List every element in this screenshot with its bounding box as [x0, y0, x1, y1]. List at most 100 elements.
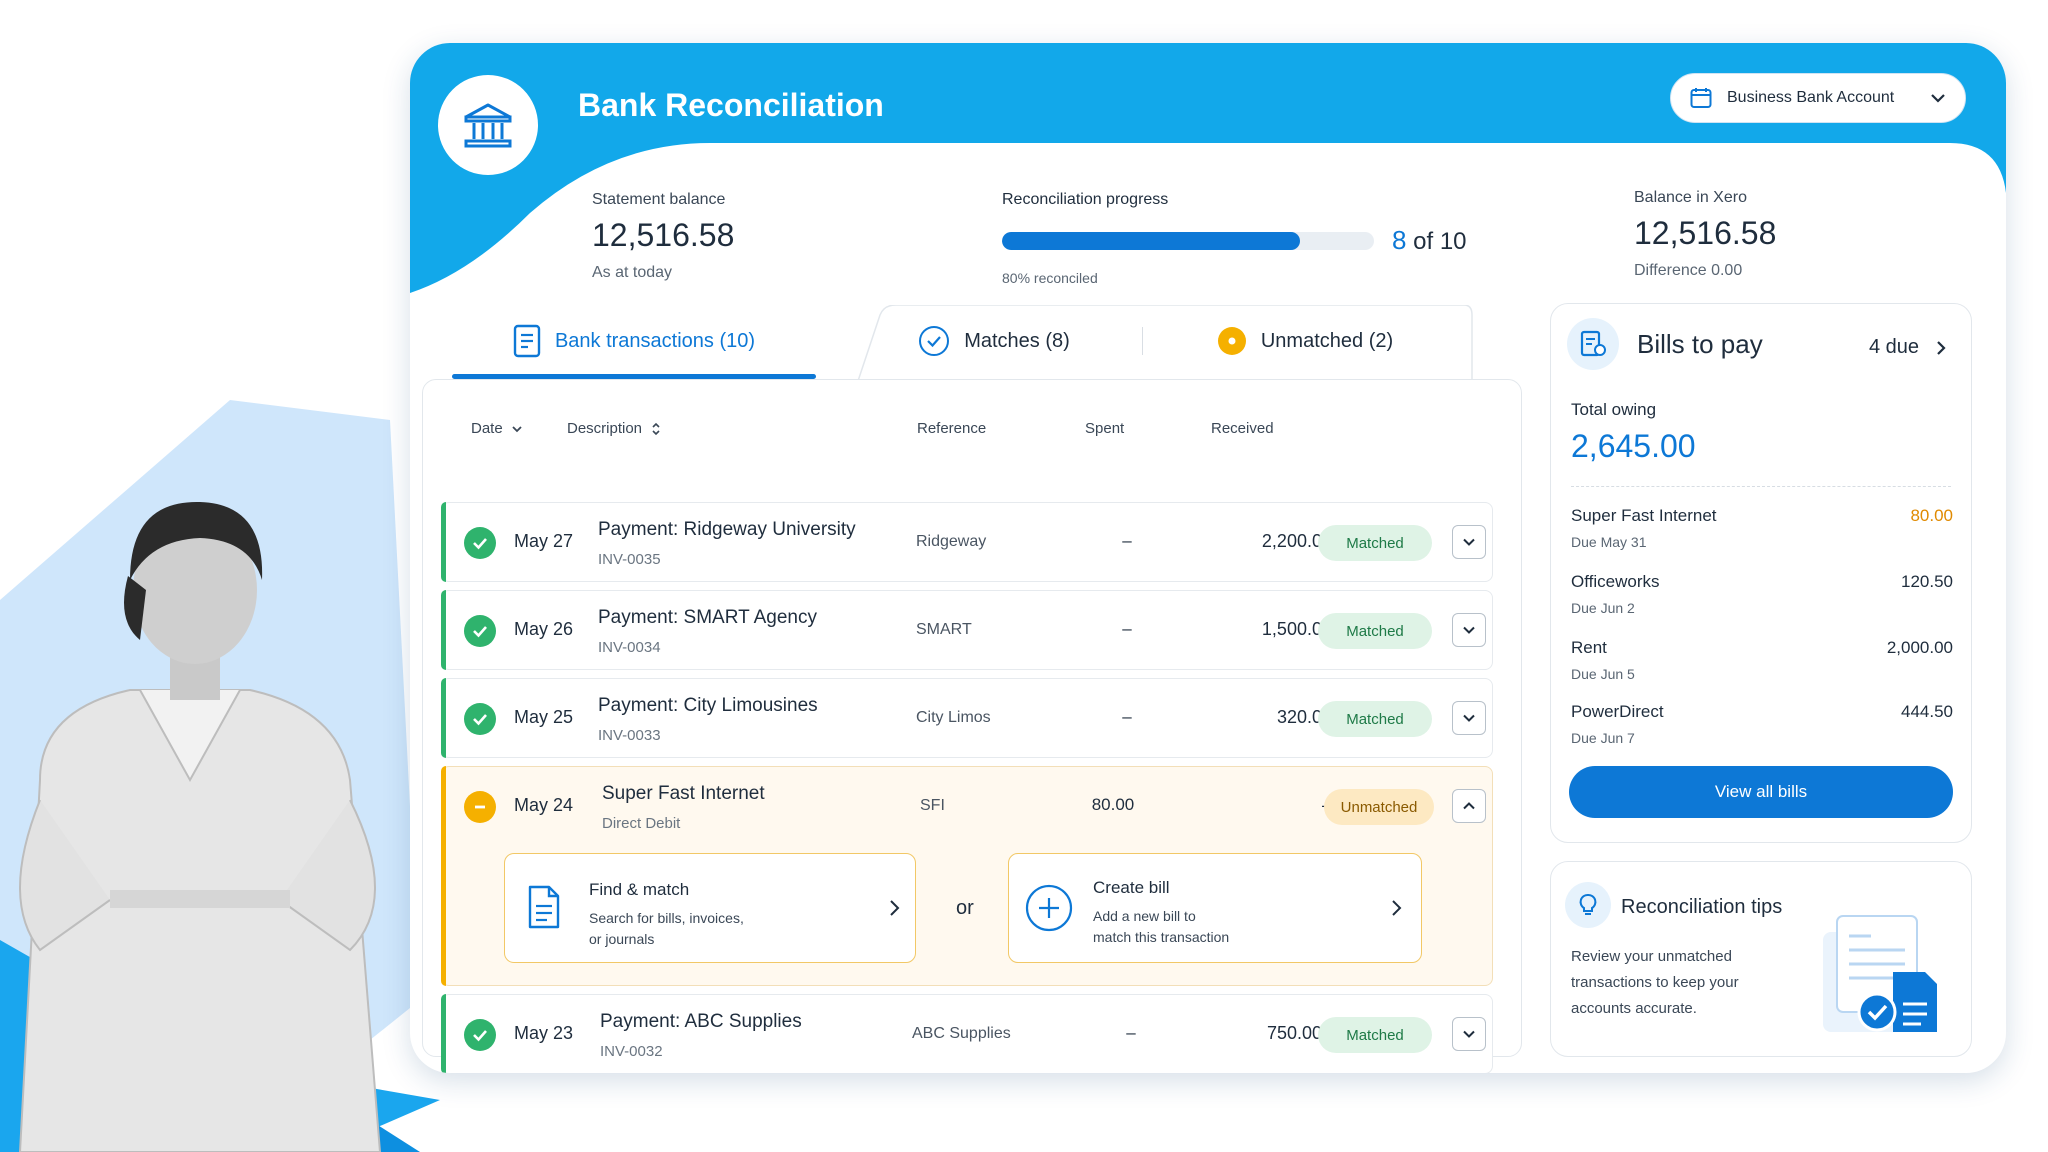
minus-icon — [464, 791, 496, 823]
tips-line: accounts accurate. — [1571, 1000, 1697, 1017]
check-circle-icon — [919, 326, 950, 356]
bill-amount: 80.00 — [1910, 506, 1953, 525]
row-reference: City Limos — [916, 709, 991, 726]
row-received: 750.00 — [1266, 1023, 1322, 1043]
bills-due-link[interactable]: 4 due — [1869, 336, 1947, 359]
statement-balance-value: 12,516.58 — [592, 217, 735, 253]
column-date-label: Date — [471, 420, 503, 437]
tips-line: Review your unmatched — [1571, 948, 1732, 965]
reconciliation-card: Bank Reconciliation Business Bank Accoun… — [410, 43, 2006, 1073]
bill-item[interactable]: Super Fast Internet Due May 31 80.00 — [1571, 506, 1953, 562]
expand-row-button[interactable] — [1452, 525, 1486, 559]
progress-bar — [1002, 231, 1374, 250]
woman-illustration — [18, 501, 382, 1152]
row-status-stripe — [441, 994, 446, 1073]
statement-balance: Statement balance 12,516.58 As at today — [592, 191, 734, 282]
row-description: Payment: Ridgeway University — [598, 519, 856, 540]
bill-item[interactable]: Rent Due Jun 5 2,000.00 — [1571, 638, 1953, 694]
status-badge: Unmatched — [1324, 789, 1434, 825]
row-spent: 80.00 — [1091, 795, 1135, 814]
create-bill-button[interactable]: Create bill Add a new bill to match this… — [1008, 853, 1422, 963]
bill-amount: 2,000.00 — [1886, 638, 1953, 657]
row-spent: – — [1122, 531, 1132, 550]
tab-unmatched[interactable]: Unmatched (2) — [1140, 305, 1470, 377]
bill-due-date: Due May 31 — [1571, 534, 1647, 550]
lightbulb-icon-wrap — [1565, 882, 1611, 928]
bill-due-date: Due Jun 2 — [1571, 600, 1635, 616]
row-reference: Ridgeway — [916, 533, 987, 550]
tab-matches[interactable]: Matches (8) — [850, 305, 1138, 377]
bill-amount: 120.50 — [1901, 572, 1953, 591]
row-description: Payment: SMART Agency — [598, 607, 817, 628]
total-owing-value: 2,645.00 — [1571, 428, 1696, 464]
bill-name: Rent — [1571, 638, 1607, 657]
progress-bar-fill — [1002, 231, 1300, 250]
bill-name: Super Fast Internet — [1571, 506, 1717, 525]
collapse-row-button[interactable] — [1452, 789, 1486, 823]
sort-icon — [652, 422, 660, 435]
row-date: May 27 — [514, 531, 574, 551]
reconciliation-progress: Reconciliation progress 8 of 10 80% reco… — [1002, 191, 1482, 286]
plus-circle-icon — [1025, 884, 1073, 932]
chevron-down-icon — [512, 425, 522, 432]
expand-row-button[interactable] — [1452, 1017, 1486, 1051]
column-reference: Reference — [917, 420, 987, 437]
row-description: Super Fast Internet — [602, 783, 765, 804]
table-row[interactable]: May 25 Payment: City Limousines INV-0033… — [441, 678, 1493, 758]
find-match-title: Find & match — [589, 880, 690, 899]
table-row[interactable]: May 26 Payment: SMART Agency INV-0034 SM… — [441, 590, 1493, 670]
check-icon — [464, 703, 496, 735]
row-status-stripe — [441, 590, 446, 670]
view-all-bills-button[interactable]: View all bills — [1569, 766, 1953, 818]
xero-balance-value: 12,516.58 — [1634, 215, 1777, 251]
header-background — [410, 43, 2006, 293]
row-received: – — [1182, 795, 1332, 816]
find-match-description-line: or journals — [589, 931, 655, 947]
chevron-right-icon — [890, 900, 900, 916]
row-date: May 24 — [514, 795, 574, 815]
table-row[interactable]: May 27 Payment: Ridgeway University INV-… — [441, 502, 1493, 582]
tab-bar: Bank transactions (10) Matches (8) Unmat… — [450, 305, 1512, 381]
table-row-expanded[interactable]: May 24 Super Fast Internet Direct Debit … — [441, 766, 1493, 986]
tab-matches-label: Matches (8) — [964, 329, 1070, 352]
bill-due-date: Due Jun 5 — [1571, 666, 1635, 682]
account-select-label: Business Bank Account — [1727, 89, 1895, 106]
tab-bank-transactions[interactable]: Bank transactions (10) — [450, 305, 818, 379]
status-badge: Matched — [1318, 1017, 1432, 1053]
column-date[interactable]: Date — [471, 420, 523, 437]
row-reference: ABC Supplies — [912, 1025, 1011, 1042]
progress-percent: 80% reconciled — [1002, 270, 1098, 286]
xero-difference: Difference 0.00 — [1634, 262, 1743, 279]
find-match-description-line: Search for bills, invoices, — [589, 910, 744, 926]
row-spent: – — [1122, 707, 1132, 726]
bills-header: Bills to pay — [1567, 318, 1763, 370]
tips-title: Reconciliation tips — [1621, 896, 1783, 918]
bill-item[interactable]: Officeworks Due Jun 2 120.50 — [1571, 572, 1953, 628]
chevron-down-icon — [1931, 94, 1945, 103]
expand-row-button[interactable] — [1452, 613, 1486, 647]
progress-count-number: 8 — [1392, 225, 1407, 255]
account-select[interactable]: Business Bank Account — [1670, 73, 1966, 123]
row-received: 320.00 — [1276, 707, 1332, 727]
column-description[interactable]: Description — [567, 420, 662, 437]
row-invoice: INV-0032 — [600, 1043, 663, 1060]
bill-item[interactable]: PowerDirect Due Jun 7 444.50 — [1571, 702, 1953, 758]
progress-label: Reconciliation progress — [1002, 191, 1169, 208]
row-invoice: INV-0034 — [598, 639, 661, 656]
bills-to-pay-panel: Bills to pay 4 due Total owing 2,645.00 … — [1550, 303, 1972, 843]
expand-row-button[interactable] — [1452, 701, 1486, 735]
table-row[interactable]: May 23 Payment: ABC Supplies INV-0032 AB… — [441, 994, 1493, 1073]
find-match-button[interactable]: Find & match Search for bills, invoices,… — [504, 853, 916, 963]
row-date: May 25 — [514, 707, 574, 727]
chevron-up-icon — [1463, 802, 1475, 810]
row-spent: – — [1122, 619, 1132, 638]
row-reference: SMART — [916, 621, 972, 638]
row-invoice: INV-0035 — [598, 551, 661, 568]
chevron-down-icon — [1463, 1030, 1475, 1038]
tab-divider — [1142, 327, 1143, 355]
chevron-down-icon — [1463, 714, 1475, 722]
row-reference: SFI — [920, 797, 945, 814]
row-status-stripe — [441, 678, 446, 758]
create-bill-description: Add a new bill to match this transaction — [1093, 906, 1229, 948]
